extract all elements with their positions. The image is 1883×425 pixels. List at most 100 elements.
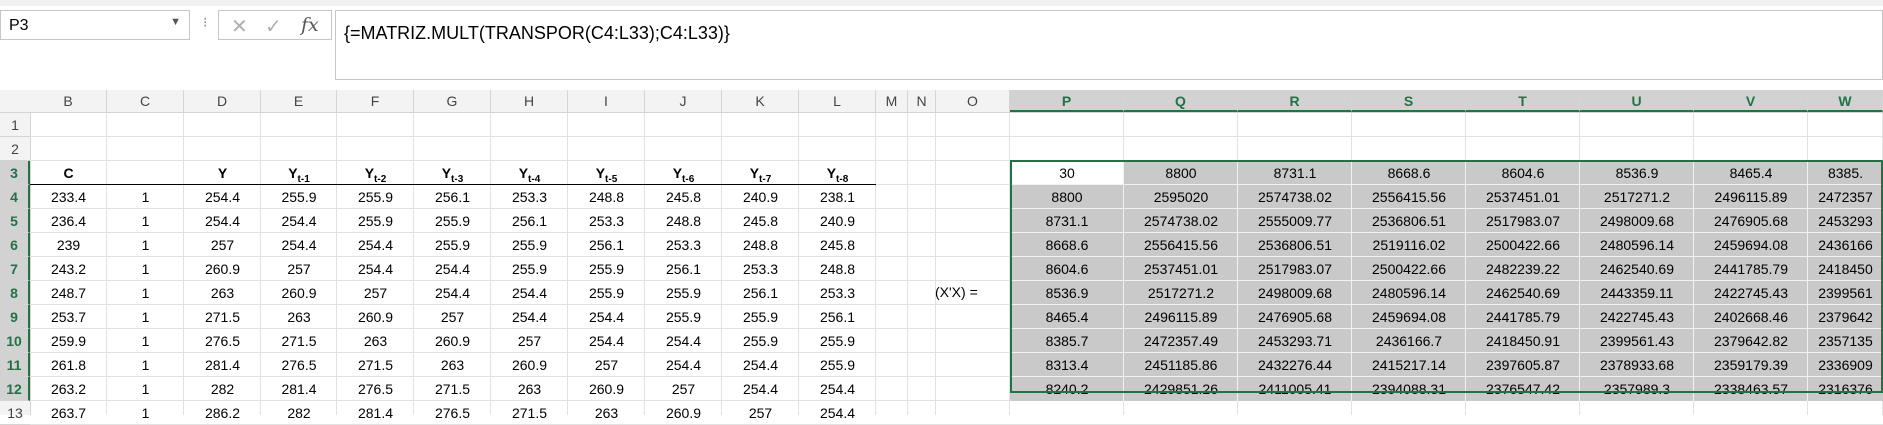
row-header-1[interactable]: 1 — [0, 113, 30, 137]
row-header-7[interactable]: 7 — [0, 257, 30, 281]
column-header-k[interactable]: K — [722, 90, 799, 112]
column-header-o[interactable]: O — [936, 90, 1010, 112]
column-header-h[interactable]: H — [491, 90, 568, 112]
row-header-3[interactable]: 3 — [0, 161, 30, 185]
matrix-cell[interactable]: 2476905.68 — [1694, 209, 1808, 233]
table-cell[interactable]: 255.9 — [357, 213, 394, 229]
matrix-cell[interactable]: 2574738.02 — [1124, 209, 1238, 233]
table-cell[interactable]: 255.9 — [588, 261, 625, 277]
table-cell[interactable]: 276.5 — [204, 333, 241, 349]
table-cell[interactable]: 233.4 — [50, 189, 87, 205]
matrix-cell[interactable]: 8385. — [1808, 161, 1883, 185]
table-cell[interactable]: 271.5 — [281, 333, 317, 349]
table-cell[interactable]: 245.8 — [742, 213, 779, 229]
column-header-b[interactable]: B — [30, 90, 107, 112]
table-cell[interactable]: 240.9 — [819, 213, 856, 229]
table-cell[interactable]: 239 — [56, 237, 81, 253]
matrix-cell[interactable]: 2537451.01 — [1124, 257, 1238, 281]
table-cell[interactable]: 254.4 — [357, 261, 394, 277]
table-cell[interactable]: 256.1 — [434, 189, 471, 205]
matrix-cell[interactable]: 2376547.42 — [1466, 377, 1580, 401]
table-cell[interactable]: 254.4 — [819, 405, 856, 421]
matrix-cell[interactable]: 2459694.08 — [1352, 305, 1466, 329]
table-cell[interactable]: 260.9 — [204, 261, 241, 277]
table-cell[interactable]: 253.3 — [588, 213, 625, 229]
table-cell[interactable]: 1 — [141, 309, 150, 325]
matrix-cell[interactable]: 2496115.89 — [1124, 305, 1238, 329]
matrix-cell[interactable]: 2517271.2 — [1124, 281, 1238, 305]
table-cell[interactable]: 255.9 — [819, 333, 856, 349]
matrix-cell[interactable]: 2574738.02 — [1238, 185, 1352, 209]
matrix-cell[interactable]: 2411005.41 — [1238, 377, 1352, 401]
matrix-cell[interactable]: 2517271.2 — [1580, 185, 1694, 209]
table-cell[interactable]: 1 — [141, 357, 150, 373]
table-cell[interactable]: 256.1 — [742, 285, 779, 301]
row-header-5[interactable]: 5 — [0, 209, 30, 233]
matrix-cell[interactable]: 2379642 — [1808, 305, 1883, 329]
matrix-cell[interactable]: 2482239.22 — [1466, 257, 1580, 281]
table-cell[interactable]: 1 — [141, 381, 150, 397]
matrix-cell[interactable]: 2451185.86 — [1124, 353, 1238, 377]
table-cell[interactable]: 255.9 — [281, 189, 317, 205]
table-cell[interactable]: 271.5 — [511, 405, 548, 421]
table-cell[interactable]: 263 — [210, 285, 235, 301]
matrix-cell[interactable]: 2500422.66 — [1466, 233, 1580, 257]
matrix-cell[interactable]: 2357135 — [1808, 329, 1883, 353]
table-cell[interactable]: 254.4 — [204, 213, 241, 229]
table-cell[interactable]: 255.9 — [742, 333, 779, 349]
table-cell[interactable]: 263.2 — [50, 381, 87, 397]
fx-icon[interactable]: fx — [301, 14, 319, 36]
column-header-u[interactable]: U — [1580, 90, 1694, 112]
table-cell[interactable]: 253.3 — [665, 237, 702, 253]
row-header-8[interactable]: 8 — [0, 281, 30, 305]
column-header-q[interactable]: Q — [1124, 90, 1238, 112]
row-header-10[interactable]: 10 — [0, 329, 30, 353]
table-cell[interactable]: 254.4 — [511, 285, 548, 301]
matrix-cell[interactable]: 8536.9 — [1580, 161, 1694, 185]
table-cell[interactable]: 254.4 — [742, 381, 779, 397]
matrix-cell[interactable]: 2415217.14 — [1352, 353, 1466, 377]
table-cell[interactable]: 253.7 — [50, 309, 87, 325]
column-header-e[interactable]: E — [261, 90, 337, 112]
column-header-n[interactable]: N — [908, 90, 936, 112]
row-header-11[interactable]: 11 — [0, 353, 30, 377]
matrix-cell[interactable]: 2402668.46 — [1694, 305, 1808, 329]
table-cell[interactable]: 254.4 — [588, 333, 625, 349]
table-cell[interactable]: 254.4 — [742, 357, 779, 373]
table-cell[interactable]: 271.5 — [357, 357, 394, 373]
table-cell[interactable]: 253.3 — [819, 285, 856, 301]
table-cell[interactable]: 1 — [141, 213, 150, 229]
table-cell[interactable]: 263.7 — [50, 405, 87, 421]
matrix-cell[interactable]: 2397605.87 — [1466, 353, 1580, 377]
table-cell[interactable]: 1 — [141, 189, 150, 205]
matrix-cell[interactable]: 2441785.79 — [1466, 305, 1580, 329]
matrix-cell[interactable]: 2336909 — [1808, 353, 1883, 377]
matrix-cell[interactable]: 2443359.11 — [1580, 281, 1694, 305]
column-header-t[interactable]: T — [1466, 90, 1580, 112]
table-cell[interactable]: 1 — [141, 333, 150, 349]
table-cell[interactable]: 263 — [594, 405, 619, 421]
matrix-cell[interactable]: 2432276.44 — [1238, 353, 1352, 377]
row-header-4[interactable]: 4 — [0, 185, 30, 209]
matrix-cell[interactable]: 30 — [1010, 161, 1124, 185]
table-cell[interactable]: 282 — [287, 405, 311, 421]
table-cell[interactable]: 236.4 — [50, 213, 87, 229]
matrix-cell[interactable]: 2399561 — [1808, 281, 1883, 305]
matrix-cell[interactable]: 8604.6 — [1466, 161, 1580, 185]
table-cell[interactable]: 254.4 — [357, 237, 394, 253]
table-cell[interactable]: 255.9 — [511, 261, 548, 277]
column-header-g[interactable]: G — [414, 90, 491, 112]
matrix-cell[interactable]: 2441785.79 — [1694, 257, 1808, 281]
table-cell[interactable]: 260.9 — [665, 405, 702, 421]
table-cell[interactable]: 276.5 — [357, 381, 394, 397]
matrix-cell[interactable]: 2537451.01 — [1466, 185, 1580, 209]
column-header-d[interactable]: D — [184, 90, 261, 112]
matrix-cell[interactable]: 2519116.02 — [1352, 233, 1466, 257]
matrix-cell[interactable]: 2500422.66 — [1352, 257, 1466, 281]
matrix-cell[interactable]: 2379642.82 — [1694, 329, 1808, 353]
table-cell[interactable]: 260.9 — [281, 285, 317, 301]
table-cell[interactable]: 254.4 — [434, 285, 471, 301]
row-header-9[interactable]: 9 — [0, 305, 30, 329]
name-box[interactable]: P3 ▼ — [0, 10, 190, 40]
table-cell[interactable]: 263 — [287, 309, 311, 325]
